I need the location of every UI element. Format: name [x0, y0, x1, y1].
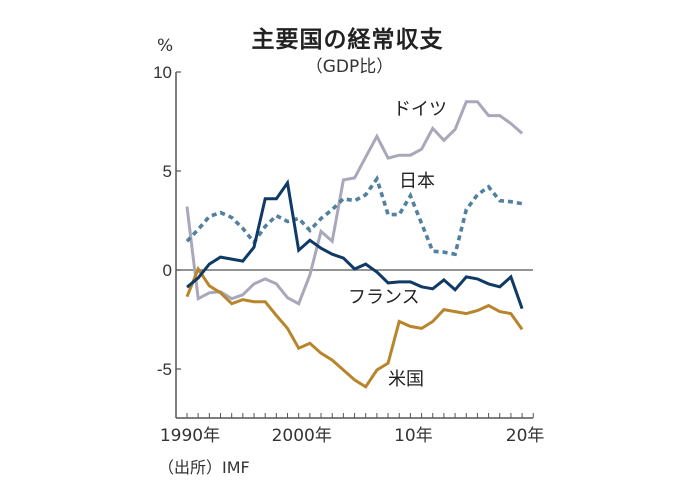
x-tick-label: 1990年	[160, 426, 220, 446]
chart-subtitle: （GDP比）	[0, 52, 689, 77]
series-line-usa	[185, 265, 524, 389]
x-tick-label: 10年	[394, 426, 433, 446]
chart-subtitle-text: （GDP比）	[305, 57, 394, 77]
series-label-france: フランス	[348, 287, 420, 308]
series-line-france	[186, 179, 524, 310]
source-note: （出所）IMF	[158, 458, 250, 477]
y-axis-unit: %	[157, 36, 174, 56]
y-tick-label: -5	[157, 360, 172, 379]
x-tick-label: 2000年	[272, 426, 332, 446]
chart-title-text: 主要国の経常収支	[251, 27, 444, 53]
axes: 10 5 0 -5 1990年 2000年 10年 20年	[153, 63, 544, 446]
series-label-usa: 米国	[388, 369, 424, 390]
y-tick-label: 0	[163, 261, 172, 280]
series-label-germany: ドイツ	[393, 99, 447, 120]
series-label-japan: 日本	[399, 171, 435, 192]
chart-title: 主要国の経常収支	[0, 20, 689, 54]
series-line-japan	[185, 174, 523, 257]
series-line-germany	[185, 100, 524, 306]
y-tick-label: 10	[153, 63, 172, 82]
y-tick-label: 5	[163, 162, 172, 181]
series-group	[185, 100, 524, 389]
x-tick-label: 20年	[506, 426, 545, 446]
